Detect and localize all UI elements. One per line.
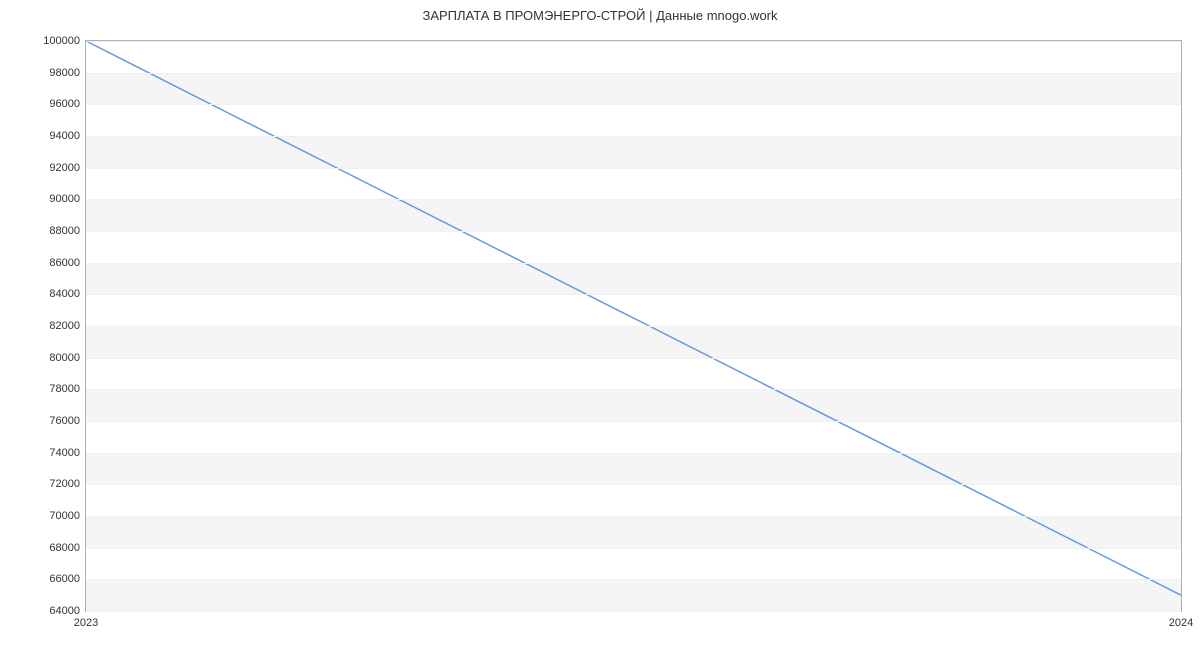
y-tick-label: 66000 [49,573,80,585]
y-tick-label: 70000 [49,510,80,522]
y-gridline [86,136,1181,137]
y-gridline [86,231,1181,232]
series-line [86,41,1181,595]
y-gridline [86,168,1181,169]
y-gridline [86,199,1181,200]
x-tick-label: 2023 [74,617,98,629]
y-gridline [86,358,1181,359]
y-gridline [86,611,1181,612]
y-gridline [86,579,1181,580]
y-gridline [86,294,1181,295]
y-tick-label: 64000 [49,605,80,617]
y-gridline [86,516,1181,517]
y-tick-label: 98000 [49,67,80,79]
y-tick-label: 72000 [49,478,80,490]
y-tick-label: 96000 [49,98,80,110]
y-gridline [86,548,1181,549]
y-tick-label: 84000 [49,288,80,300]
y-tick-label: 80000 [49,352,80,364]
y-tick-label: 76000 [49,415,80,427]
y-gridline [86,421,1181,422]
y-tick-label: 86000 [49,257,80,269]
y-gridline [86,104,1181,105]
y-gridline [86,41,1181,42]
y-gridline [86,389,1181,390]
y-gridline [86,73,1181,74]
y-tick-label: 94000 [49,130,80,142]
salary-line-chart: ЗАРПЛАТА В ПРОМЭНЕРГО-СТРОЙ | Данные mno… [0,0,1200,650]
chart-title: ЗАРПЛАТА В ПРОМЭНЕРГО-СТРОЙ | Данные mno… [0,8,1200,23]
y-tick-label: 100000 [43,35,80,47]
y-tick-label: 82000 [49,320,80,332]
y-gridline [86,484,1181,485]
y-tick-label: 78000 [49,383,80,395]
y-tick-label: 74000 [49,447,80,459]
y-tick-label: 88000 [49,225,80,237]
y-tick-label: 90000 [49,193,80,205]
y-gridline [86,453,1181,454]
y-gridline [86,326,1181,327]
plot-area: 6400066000680007000072000740007600078000… [85,40,1182,612]
y-gridline [86,263,1181,264]
y-tick-label: 92000 [49,162,80,174]
y-tick-label: 68000 [49,542,80,554]
x-tick-label: 2024 [1169,617,1193,629]
